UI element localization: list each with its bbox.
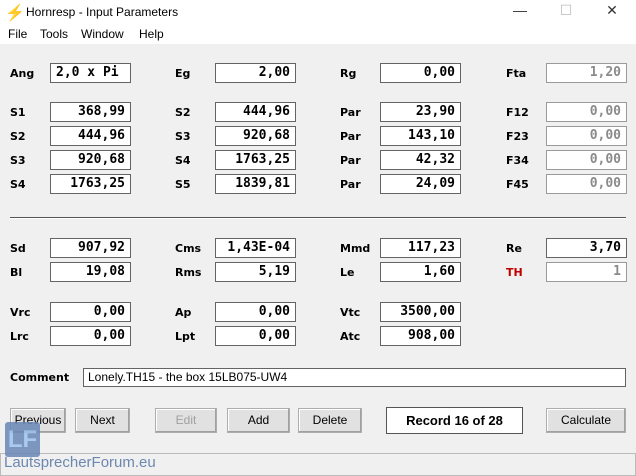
menu-window[interactable]: Window [81,27,124,41]
lpt-field[interactable]: 0,00 [215,326,296,346]
menu-bar: File Tools Window Help [0,24,636,44]
label-mmd: Mmd [340,242,371,255]
label-le: Le [340,266,355,279]
label-sd: Sd [10,242,26,255]
menu-help[interactable]: Help [139,27,164,41]
label-s2b: S2 [175,106,191,119]
vtc-field[interactable]: 3500,00 [380,302,461,322]
label-f34: F34 [506,154,529,167]
rg-field[interactable]: 0,00 [380,63,461,83]
calculate-button[interactable]: Calculate [546,408,626,433]
ap-field[interactable]: 0,00 [215,302,296,322]
label-rg: Rg [340,67,357,80]
label-ap: Ap [175,306,192,319]
app-lightning-icon: ⚡ [5,5,25,22]
par3-field[interactable]: 42,32 [380,150,461,170]
label-s1: S1 [10,106,26,119]
menu-file[interactable]: File [8,27,28,41]
add-button[interactable]: Add [227,408,290,433]
s3b-field[interactable]: 920,68 [215,126,296,146]
label-f45: F45 [506,178,529,191]
le-field[interactable]: 1,60 [380,262,461,282]
label-lpt: Lpt [175,330,196,343]
th-field[interactable]: 1 [546,262,627,282]
comment-field[interactable]: Lonely.TH15 - the box 15LB075-UW4 [83,368,626,387]
label-vrc: Vrc [10,306,31,319]
watermark-text: LautsprecherForum.eu [4,454,156,471]
atc-field[interactable]: 908,00 [380,326,461,346]
s4-field[interactable]: 1763,25 [50,174,131,194]
label-par3: Par [340,154,361,167]
f23-field[interactable]: 0,00 [546,126,627,146]
lrc-field[interactable]: 0,00 [50,326,131,346]
re-field[interactable]: 3,70 [546,238,627,258]
label-ang: Ang [10,67,35,80]
label-cms: Cms [175,242,202,255]
next-button[interactable]: Next [75,408,130,433]
label-re: Re [506,242,522,255]
f12-field[interactable]: 0,00 [546,102,627,122]
maximize-button[interactable]: ☐ [559,2,573,18]
label-comment: Comment [10,371,70,384]
rms-field[interactable]: 5,19 [215,262,296,282]
par1-field[interactable]: 23,90 [380,102,461,122]
label-par4: Par [340,178,361,191]
label-rms: Rms [175,266,202,279]
eg-field[interactable]: 2,00 [215,63,296,83]
delete-button[interactable]: Delete [298,408,362,433]
par4-field[interactable]: 24,09 [380,174,461,194]
label-par1: Par [340,106,361,119]
label-f12: F12 [506,106,529,119]
label-bl: Bl [10,266,23,279]
fta-field[interactable]: 1,20 [546,63,627,83]
record-indicator: Record 16 of 28 [386,407,523,434]
edit-button[interactable]: Edit [155,408,217,433]
label-eg: Eg [175,67,191,80]
label-s5: S5 [175,178,191,191]
menu-tools[interactable]: Tools [40,27,69,41]
s5-field[interactable]: 1839,81 [215,174,296,194]
s3-field[interactable]: 920,68 [50,150,131,170]
label-s3b: S3 [175,130,191,143]
s4b-field[interactable]: 1763,25 [215,150,296,170]
label-th: TH [506,266,523,279]
label-lrc: Lrc [10,330,29,343]
minimize-button[interactable]: — [513,2,527,18]
f34-field[interactable]: 0,00 [546,150,627,170]
mmd-field[interactable]: 117,23 [380,238,461,258]
s2-field[interactable]: 444,96 [50,126,131,146]
separator [10,217,626,219]
label-s4: S4 [10,178,26,191]
s1-field[interactable]: 368,99 [50,102,131,122]
s2b-field[interactable]: 444,96 [215,102,296,122]
close-button[interactable]: ✕ [606,2,618,18]
sd-field[interactable]: 907,92 [50,238,131,258]
title-bar: ⚡ Hornresp - Input Parameters — ☐ ✕ [0,0,636,24]
label-atc: Atc [340,330,361,343]
bl-field[interactable]: 19,08 [50,262,131,282]
f45-field[interactable]: 0,00 [546,174,627,194]
lf-watermark-logo: LF [5,422,40,457]
label-s3: S3 [10,154,26,167]
par2-field[interactable]: 143,10 [380,126,461,146]
label-f23: F23 [506,130,529,143]
vrc-field[interactable]: 0,00 [50,302,131,322]
label-s4b: S4 [175,154,191,167]
ang-field[interactable]: 2,0 x Pi [50,63,131,83]
label-vtc: Vtc [340,306,361,319]
label-par2: Par [340,130,361,143]
window-title: Hornresp - Input Parameters [26,5,179,19]
label-s2: S2 [10,130,26,143]
label-fta: Fta [506,67,527,80]
cms-field[interactable]: 1,43E-04 [215,238,296,258]
